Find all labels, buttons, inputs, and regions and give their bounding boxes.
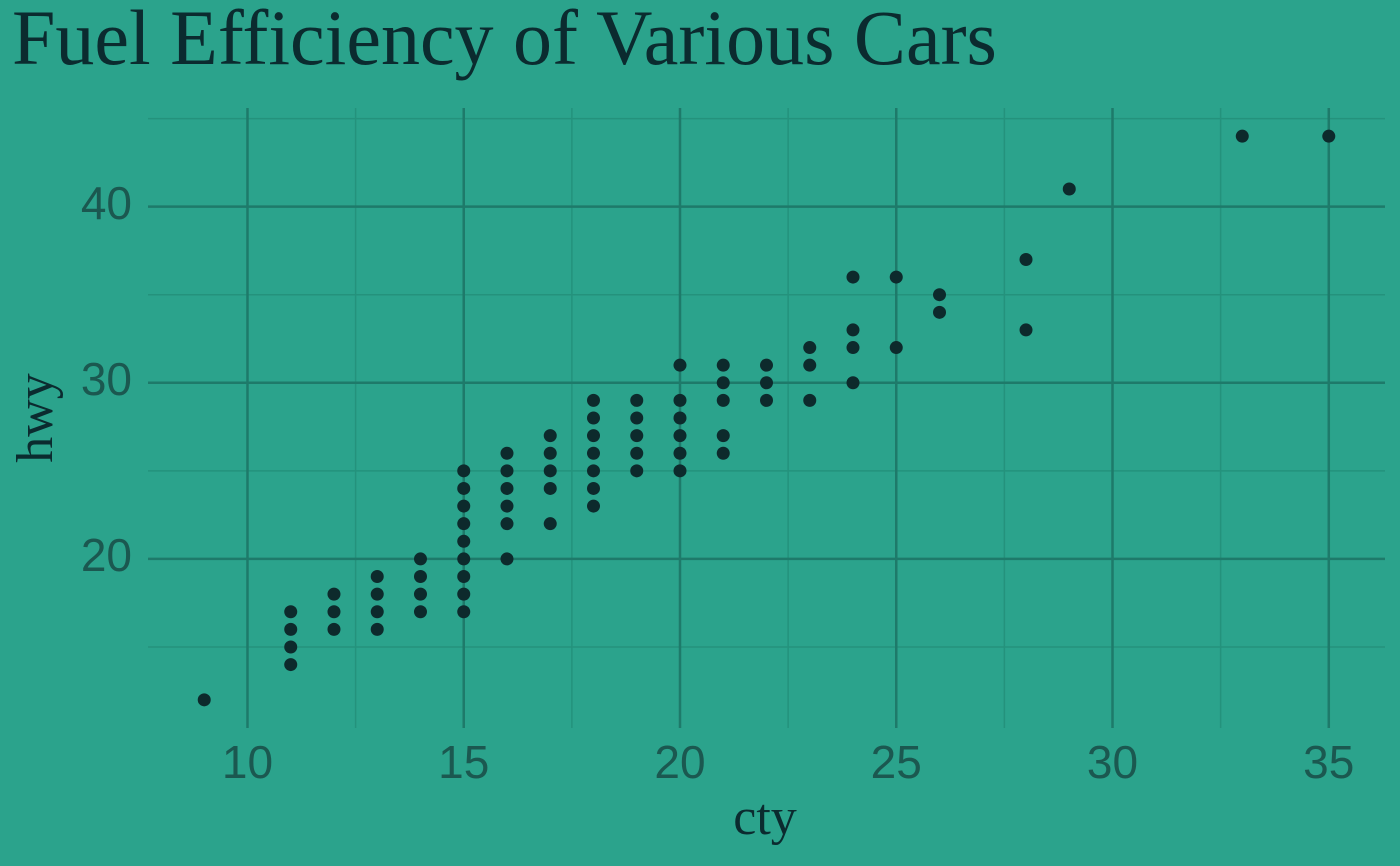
y-axis-label: hwy	[7, 373, 64, 463]
point	[284, 658, 298, 672]
x-tick-label: 35	[1303, 736, 1354, 788]
point	[673, 393, 687, 407]
point	[846, 376, 860, 390]
point	[760, 358, 773, 372]
point	[933, 305, 947, 319]
point	[370, 605, 384, 619]
point	[586, 393, 600, 407]
point	[197, 693, 211, 707]
point	[457, 499, 471, 513]
chart-title: Fuel Efficiency of Various Cars	[12, 0, 997, 81]
x-tick-label: 30	[1087, 736, 1138, 788]
point	[586, 499, 600, 513]
point	[716, 446, 730, 460]
point	[500, 499, 514, 513]
point	[716, 429, 730, 443]
point	[630, 446, 644, 460]
point	[803, 358, 817, 372]
point	[586, 481, 600, 495]
point	[630, 411, 644, 425]
point	[1062, 182, 1076, 196]
point	[1019, 323, 1033, 337]
point	[716, 376, 730, 390]
point	[543, 446, 557, 460]
point	[1235, 129, 1249, 143]
point	[760, 393, 773, 407]
point	[500, 446, 514, 460]
point	[284, 605, 298, 619]
point	[457, 587, 471, 601]
point	[457, 552, 471, 566]
point	[370, 587, 384, 601]
point	[543, 429, 557, 443]
point	[716, 393, 730, 407]
point	[630, 393, 644, 407]
point	[327, 605, 341, 619]
point	[673, 464, 687, 478]
point	[413, 552, 427, 566]
point	[586, 411, 600, 425]
point	[673, 446, 687, 460]
point	[889, 341, 903, 355]
point	[457, 605, 471, 619]
point	[1322, 129, 1336, 143]
x-tick-label: 15	[438, 736, 489, 788]
point	[716, 358, 730, 372]
point	[889, 270, 903, 284]
point	[630, 429, 644, 443]
x-axis-label: cty	[733, 789, 797, 846]
point	[413, 587, 427, 601]
x-tick-label: 20	[654, 736, 705, 788]
point	[284, 622, 298, 636]
point	[327, 622, 341, 636]
point	[284, 640, 298, 654]
point	[500, 481, 514, 495]
point	[543, 464, 557, 478]
y-tick-label: 30	[81, 353, 132, 405]
point	[457, 517, 471, 531]
point	[457, 464, 471, 478]
point	[457, 481, 471, 495]
point	[327, 587, 341, 601]
point	[457, 534, 471, 548]
point	[673, 411, 687, 425]
point	[630, 464, 644, 478]
point	[586, 429, 600, 443]
y-tick-label: 40	[81, 177, 132, 229]
point	[586, 464, 600, 478]
point	[586, 446, 600, 460]
point	[543, 481, 557, 495]
point	[1019, 252, 1033, 266]
x-tick-label: 25	[871, 736, 922, 788]
point	[413, 605, 427, 619]
point	[933, 288, 947, 302]
point	[543, 517, 557, 531]
point	[803, 393, 817, 407]
x-tick-label: 10	[222, 736, 273, 788]
point	[673, 358, 687, 372]
point	[413, 570, 427, 584]
point	[673, 429, 687, 443]
point	[803, 341, 817, 355]
point	[500, 552, 514, 566]
point	[500, 464, 514, 478]
point	[760, 376, 773, 390]
point	[370, 622, 384, 636]
point	[846, 341, 860, 355]
point	[846, 270, 860, 284]
point	[457, 570, 471, 584]
point	[846, 323, 860, 337]
y-tick-label: 20	[81, 529, 132, 581]
point	[500, 517, 514, 531]
point	[370, 570, 384, 584]
